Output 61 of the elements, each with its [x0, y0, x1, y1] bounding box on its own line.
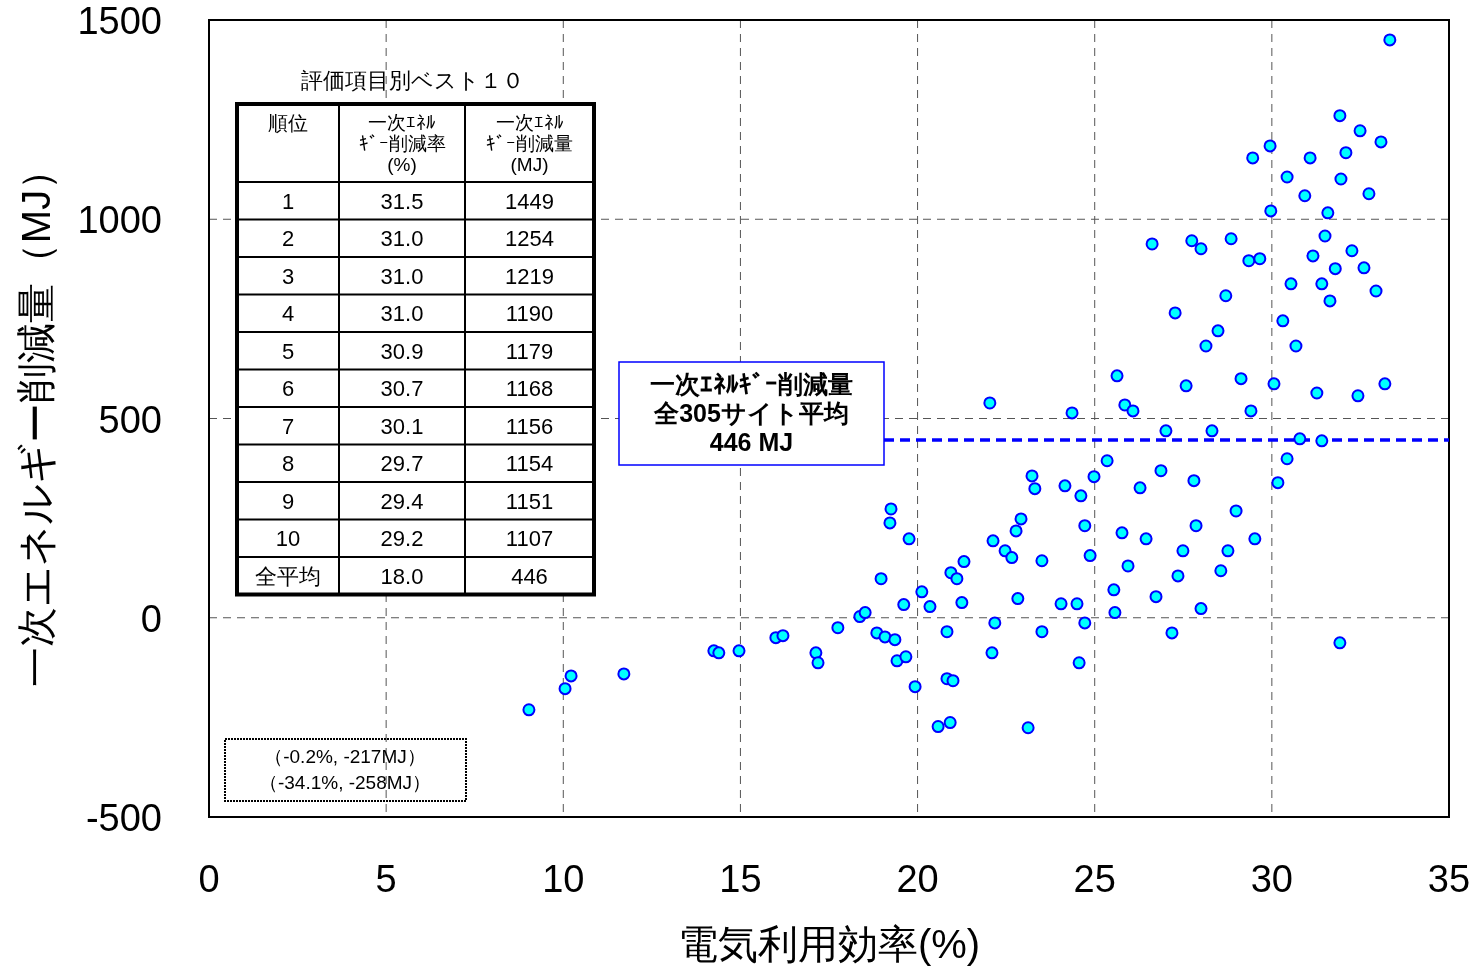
annotation: 29.2	[380, 526, 424, 552]
annotation: 446	[511, 563, 548, 589]
annotation: 2	[281, 226, 295, 252]
annotation: 31.0	[380, 263, 424, 289]
annotation: 1154	[505, 451, 554, 477]
annotation: 一次ｴﾈﾙｷﾞｰ削減量	[650, 370, 853, 398]
annotation: 29.4	[380, 488, 424, 514]
x-tick-label: 25	[1073, 858, 1116, 900]
y-tick-label: 500	[98, 398, 162, 441]
x-tick-label: 10	[542, 858, 585, 900]
annotation: 一次ｴﾈﾙ	[368, 112, 436, 133]
y-tick-label: 1000	[77, 199, 162, 242]
annotation: 1	[281, 188, 295, 214]
annotation: 1190	[505, 301, 554, 327]
x-tick-label: 5	[375, 858, 397, 900]
annotation: (MJ)	[510, 154, 549, 175]
annotation: 30.9	[380, 338, 424, 364]
annotation: 8	[281, 451, 295, 477]
annotation: 31.0	[380, 226, 424, 252]
annotation: 1219	[505, 263, 554, 289]
annotation: 446 MJ	[709, 428, 794, 456]
x-tick-label: 30	[1250, 858, 1293, 900]
annotation: 4	[281, 301, 295, 327]
x-tick-label: 15	[719, 858, 762, 900]
annotation: ｷﾞｰ削減率	[358, 133, 446, 154]
annotation: （-0.2%, -217MJ）	[264, 746, 426, 767]
annotation: 31.5	[380, 188, 424, 214]
annotation: （-34.1%, -258MJ）	[258, 772, 432, 793]
annotation: (%)	[387, 154, 417, 175]
annotation: 30.7	[380, 376, 424, 402]
annotation: 1151	[505, 488, 554, 514]
annotation: 順位	[268, 112, 308, 134]
annotation: 全305サイト平均	[653, 399, 849, 427]
annotation: 1254	[505, 226, 554, 252]
annotation: 18.0	[380, 563, 424, 589]
annotation: 3	[281, 263, 295, 289]
annotation: 1107	[505, 526, 554, 552]
annotation: ｷﾞｰ削減量	[486, 133, 573, 154]
annotation: 7	[281, 413, 295, 439]
annotation: 1156	[505, 413, 554, 439]
annotation: 評価項目別ベスト１０	[300, 68, 524, 93]
annotation: 6	[281, 376, 295, 402]
y-axis-title: 一次エネルギー削減量（MJ）	[14, 149, 58, 688]
annotation: 30.1	[380, 413, 424, 439]
annotation: 10	[275, 526, 301, 552]
annotation: 一次ｴﾈﾙ	[495, 112, 564, 133]
x-tick-label: 20	[896, 858, 939, 900]
x-axis-title: 電気利用効率(%)	[677, 922, 981, 966]
y-tick-label: -500	[85, 797, 162, 839]
annotation: 全平均	[255, 563, 321, 589]
annotation: 1449	[505, 188, 554, 214]
annotation: 1179	[505, 338, 554, 364]
x-tick-label: 0	[198, 858, 220, 900]
annotation: 9	[281, 488, 295, 514]
annotation: 29.7	[380, 451, 424, 477]
annotation: 1168	[505, 376, 554, 402]
annotation: 31.0	[380, 301, 424, 327]
y-tick-label: 0	[140, 597, 162, 640]
y-tick-label: 1500	[77, 0, 162, 42]
annotation: 5	[281, 338, 295, 364]
x-tick-label: 35	[1427, 858, 1471, 900]
